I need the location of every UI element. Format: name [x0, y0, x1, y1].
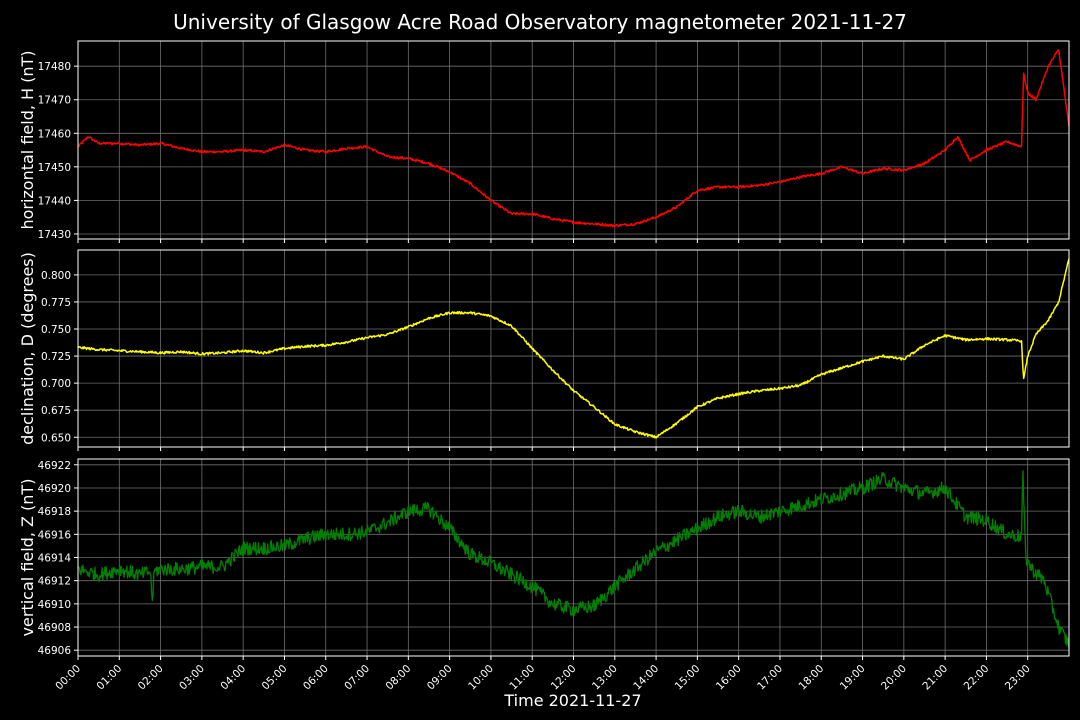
x-axis-label: Time 2021-11-27 — [503, 691, 641, 710]
series-line — [77, 258, 1070, 439]
y-tick-label: 0.775 — [41, 297, 71, 309]
y-tick-label: 0.725 — [41, 351, 71, 363]
y-tick-label: 17460 — [38, 128, 71, 140]
panel-1: 17430 17440 17450 17460 17470 17480horizontal… — [18, 40, 1070, 243]
y-tick-label: 0.675 — [41, 405, 71, 417]
y-tick-label: 17430 — [38, 229, 71, 241]
y-tick-label: 17480 — [38, 61, 71, 73]
y-axis-label: horizontal field, H (nT) — [18, 50, 37, 229]
y-tick-label: 0.750 — [41, 324, 71, 336]
y-tick-label: 46908 — [38, 622, 71, 634]
y-tick-label: 46914 — [38, 553, 72, 565]
y-tick-label: 46920 — [38, 483, 71, 495]
chart-title: University of Glasgow Acre Road Observat… — [173, 10, 907, 34]
y-axis-label: vertical field, Z (nT) — [18, 479, 37, 637]
y-tick-label: 46916 — [38, 529, 72, 541]
y-tick-label: 46912 — [38, 576, 71, 588]
plot-frame — [77, 40, 1070, 240]
plot-frame — [77, 249, 1070, 448]
y-tick-label: 46906 — [38, 645, 72, 657]
y-tick-label: 17440 — [38, 195, 71, 207]
y-tick-label: 0.800 — [41, 270, 71, 282]
series-line — [77, 470, 1070, 649]
y-tick-label: 46918 — [38, 506, 71, 518]
series-line — [77, 49, 1070, 228]
y-tick-label: 17450 — [38, 162, 71, 174]
y-tick-label: 46910 — [38, 599, 71, 611]
plot-frame — [77, 458, 1070, 657]
y-tick-label: 46922 — [38, 460, 71, 472]
panel-2: 0.650 0.675 0.700 0.725 0.750 0.775 0.800 decli… — [18, 249, 1070, 451]
y-tick-label: 0.700 — [41, 378, 71, 390]
y-tick-label: 17470 — [38, 95, 71, 107]
panel-3: 46906 46908 46910 46912 46914 46916 46918 46920… — [18, 458, 1070, 660]
y-tick-label: 0.650 — [41, 432, 71, 444]
y-axis-label: declination, D (degrees) — [18, 252, 37, 445]
